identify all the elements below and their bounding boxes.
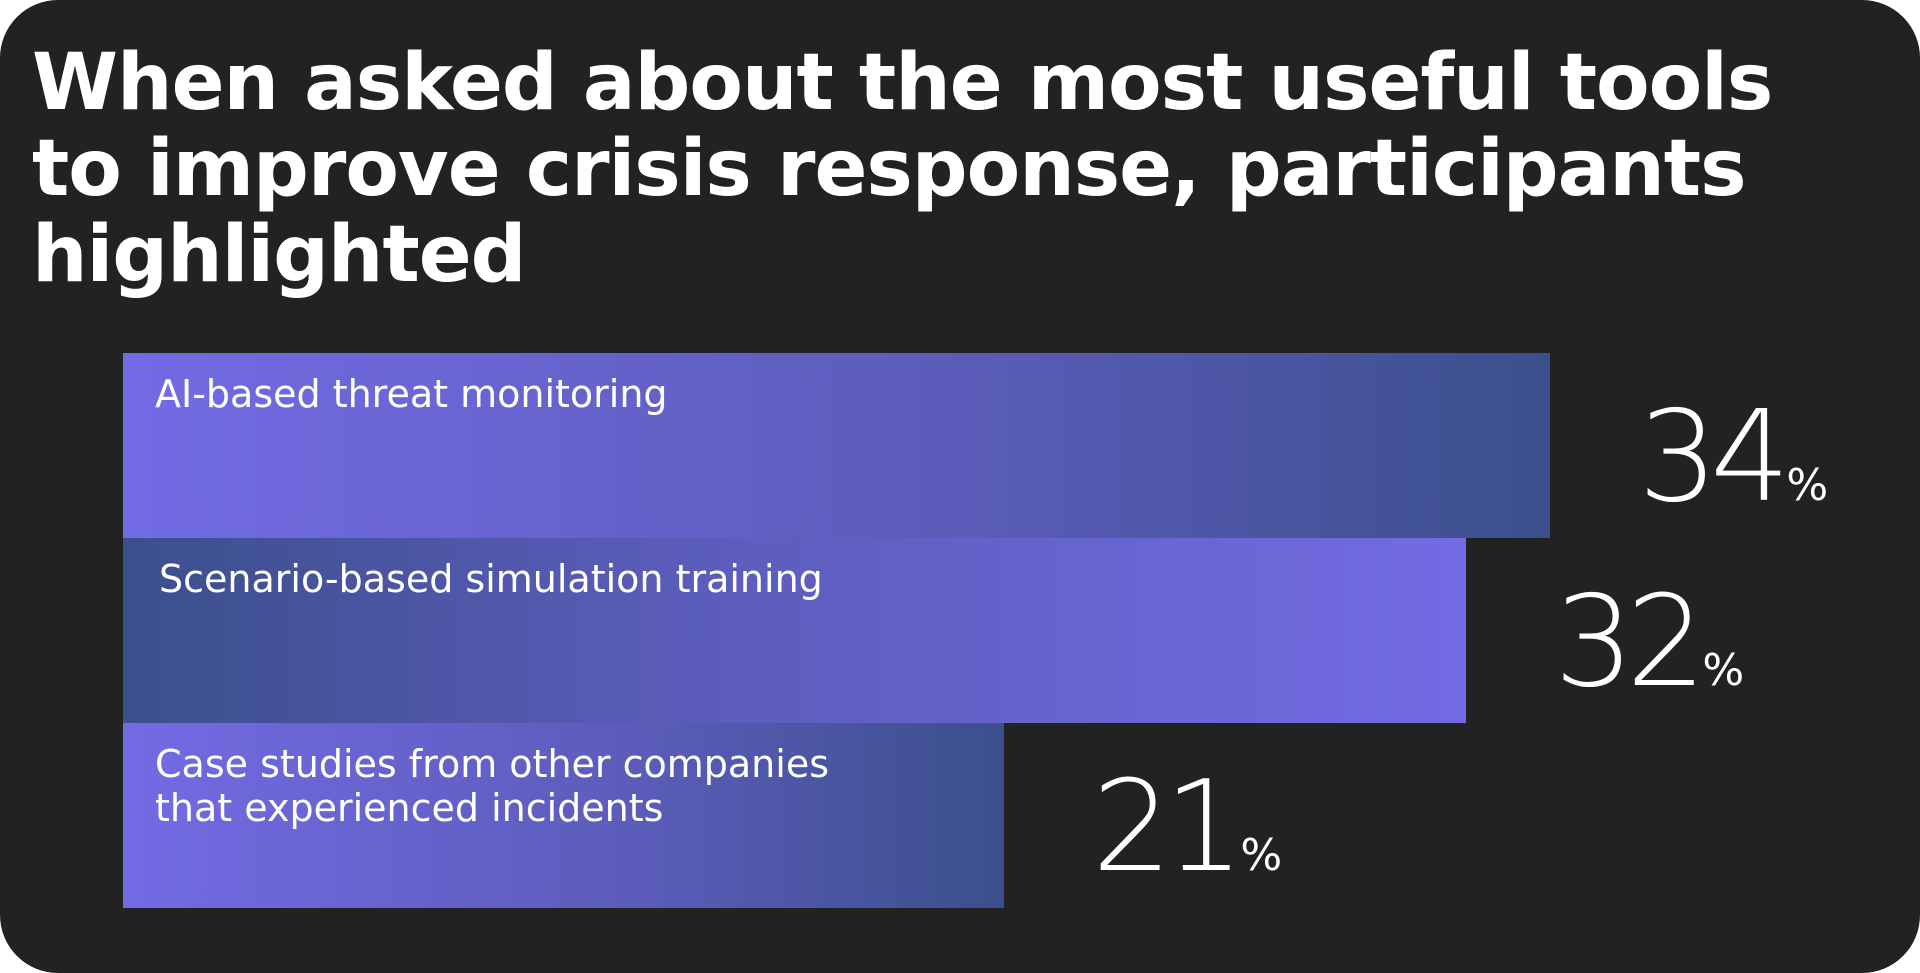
bar-3 [123, 723, 1004, 908]
chart-title: When asked about the most useful tools t… [32, 38, 1773, 300]
bar-label-line: Case studies from other companies [155, 742, 829, 786]
bar-1 [123, 353, 1550, 538]
value-label-1: 34 [1638, 383, 1782, 530]
bar-2 [123, 538, 1466, 723]
value-unit-3: % [1240, 830, 1282, 881]
value-unit-2: % [1702, 645, 1744, 696]
bar-label-1: AI-based threat monitoring [155, 372, 668, 416]
value-unit-1: % [1786, 460, 1828, 511]
value-label-2: 32 [1554, 568, 1698, 715]
bar-label-line: that experienced incidents [155, 786, 663, 830]
bar-label-2: Scenario-based simulation training [159, 557, 823, 601]
bar-label-line: AI-based threat monitoring [155, 372, 668, 416]
value-label-3: 21 [1092, 753, 1236, 900]
bar-label-3: Case studies from other companies that ex… [155, 742, 829, 830]
bar-label-line: Scenario-based simulation training [159, 557, 823, 601]
